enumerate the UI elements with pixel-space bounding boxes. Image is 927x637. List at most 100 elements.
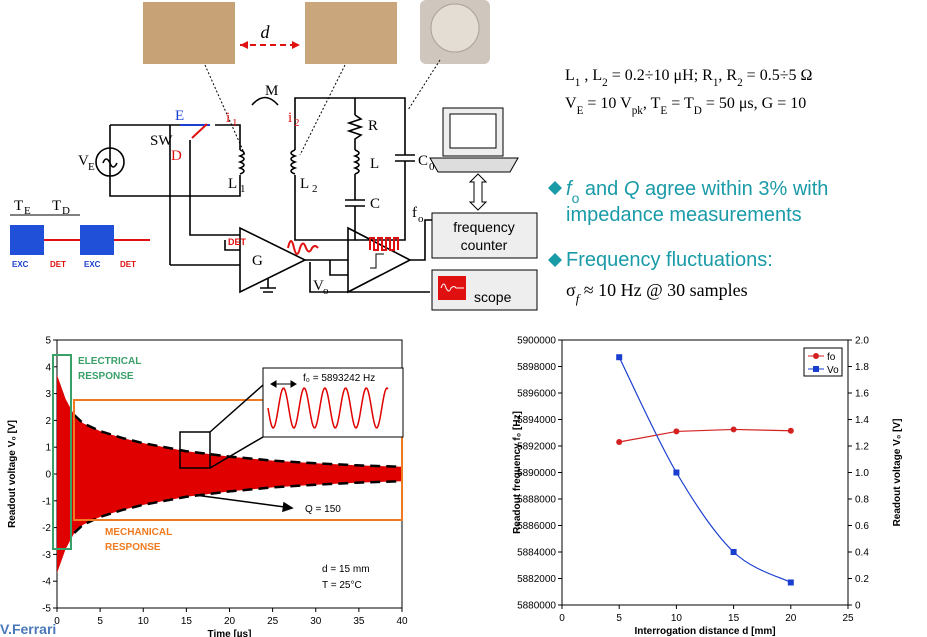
amplifier (239, 226, 307, 294)
label: D (62, 205, 70, 217)
y2-tick-label: 0.8 (855, 495, 869, 506)
series-line (618, 356, 792, 584)
parameters: L1 , L2 = 0.2÷10 μH; R1, R2 = 0.5÷5 Ω (565, 67, 812, 89)
y-tick-label: 5888000 (517, 495, 556, 506)
point (616, 439, 623, 446)
inductor (237, 149, 245, 175)
y-tick-label: 5880000 (517, 601, 556, 612)
bullet: impedance measurements (566, 204, 802, 226)
label: 2 (294, 117, 300, 129)
label: M (265, 83, 278, 99)
label: E (175, 108, 184, 124)
x-axis-label: Time [µs] (208, 629, 252, 637)
envelope-fit (73, 414, 403, 469)
computer (449, 113, 497, 149)
y2-tick-label: 0.2 (855, 574, 869, 585)
point (730, 549, 737, 555)
pointer (407, 59, 441, 111)
switch (191, 123, 208, 139)
text-run: ≈ 10 Hz @ 30 samples (579, 280, 747, 300)
annotation: f₀ = 5893242 Hz (303, 373, 375, 384)
label: o (418, 213, 424, 225)
y2-tick-label: 1.4 (855, 415, 869, 426)
label: 1 (232, 117, 238, 129)
text-run: = T (667, 95, 694, 112)
plot-frame (561, 339, 849, 606)
label: 2 (312, 183, 318, 195)
y-tick-label: -5 (42, 604, 51, 615)
y-tick-label: -1 (42, 496, 51, 507)
label: 0 (429, 161, 435, 173)
x-tick-label: 40 (396, 616, 408, 627)
label: DET (228, 237, 247, 247)
text-run: = 0.5÷5 Ω (743, 67, 813, 84)
label: EXC (12, 260, 29, 269)
text-run: 2 (602, 77, 608, 89)
label: T (14, 198, 23, 214)
text-run: f (566, 178, 574, 200)
x-tick-label: 35 (353, 616, 365, 627)
text-run: σ (566, 280, 576, 300)
wire (355, 97, 415, 241)
q-arrow (194, 494, 294, 513)
y2-tick-label: 1.6 (855, 389, 869, 400)
x-tick-label: 20 (224, 616, 236, 627)
x-tick-label: 0 (54, 616, 60, 627)
text-run: L (565, 67, 575, 84)
burst-labels: EXC DET EXC DET (12, 260, 136, 269)
annotation: MECHANICAL (105, 527, 172, 538)
text-run: 2 (737, 77, 743, 89)
text-run: E (660, 105, 667, 117)
label: R (368, 118, 378, 134)
coupling (251, 96, 279, 106)
annotation: ELECTRICAL (78, 356, 141, 367)
y-tick-label: 1 (45, 443, 51, 454)
x-tick-label: 15 (181, 616, 193, 627)
y-tick-label: 5900000 (517, 336, 556, 347)
square-wave (369, 237, 399, 251)
arrow (468, 173, 488, 211)
x-tick-label: 10 (138, 616, 150, 627)
resistor (346, 114, 364, 150)
text-run: , T (643, 95, 661, 112)
y-tick-label: 0 (45, 470, 51, 481)
legend-box (803, 347, 843, 377)
label: SW (150, 133, 173, 149)
text-run: E (577, 105, 584, 117)
text-run: and (579, 178, 623, 200)
y-tick-label: 5884000 (517, 548, 556, 559)
pointer (299, 64, 346, 156)
y-tick-label: 5882000 (517, 574, 556, 585)
y-tick-label: -4 (42, 577, 51, 588)
inset-wave (267, 386, 389, 430)
mechanical-box (73, 399, 403, 521)
y2-tick-label: 0.4 (855, 548, 869, 559)
label: 1 (240, 183, 246, 195)
burst (10, 225, 44, 255)
label: L (228, 176, 237, 192)
burst (80, 225, 114, 255)
author: V.Ferrari (0, 621, 56, 637)
label: d (261, 22, 271, 42)
y2-tick-label: 0.6 (855, 521, 869, 532)
text-run: pk (632, 105, 644, 117)
y-tick-label: 5892000 (517, 442, 556, 453)
source (95, 147, 125, 177)
comparator-symbol (370, 253, 384, 269)
x-tick-label: 0 (559, 613, 565, 624)
bullet: fo and Q agree within 3% with (566, 178, 828, 206)
y-tick-label: -3 (42, 550, 51, 561)
bullet-marker (548, 181, 562, 267)
label: C (418, 153, 428, 169)
y-tick-label: -2 (42, 523, 51, 534)
y-tick-label: 5890000 (517, 468, 556, 479)
y2-tick-label: 2.0 (855, 336, 869, 347)
y2-tick-label: 1.0 (855, 468, 869, 479)
label: E (88, 161, 95, 173)
point (730, 426, 737, 433)
text-run: D (694, 105, 702, 117)
bullet: σf ≈ 10 Hz @ 30 samples (566, 280, 748, 306)
label: f (412, 205, 417, 221)
annotation: d = 15 mm (322, 564, 370, 575)
